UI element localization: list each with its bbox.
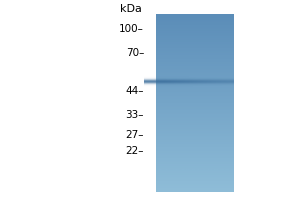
- Text: 70–: 70–: [126, 48, 144, 58]
- Text: 33–: 33–: [125, 110, 144, 120]
- Text: 27–: 27–: [125, 130, 144, 140]
- Text: 44–: 44–: [125, 86, 144, 96]
- Text: 100–: 100–: [119, 24, 144, 34]
- Text: 22–: 22–: [125, 146, 144, 156]
- Text: kDa: kDa: [120, 4, 142, 14]
